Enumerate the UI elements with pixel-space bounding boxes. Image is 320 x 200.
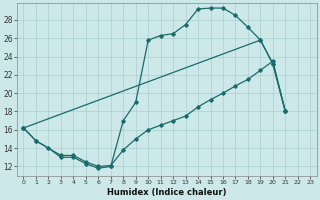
X-axis label: Humidex (Indice chaleur): Humidex (Indice chaleur) — [107, 188, 227, 197]
